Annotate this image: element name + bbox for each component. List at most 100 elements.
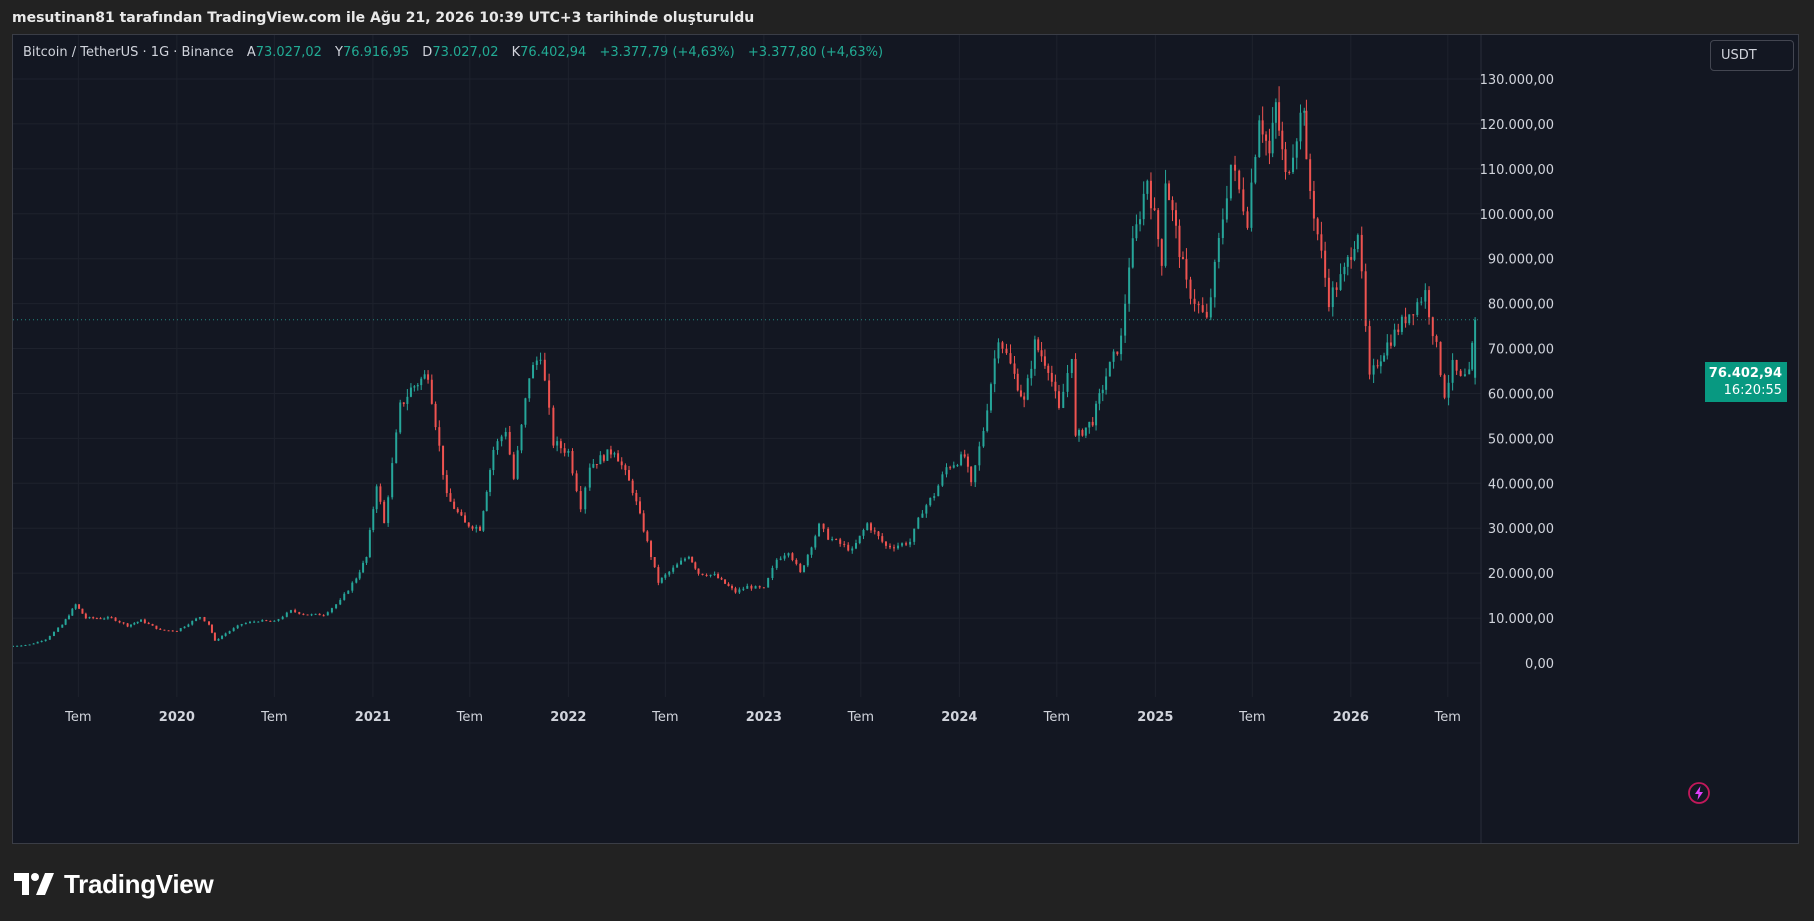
candle-body [467,522,470,527]
candle-body [843,543,846,545]
candle-body [1389,342,1392,346]
lightning-bolt-icon[interactable] [1687,781,1711,805]
candle-body [1386,342,1389,356]
candle-body [99,618,102,620]
candle-body [1343,266,1346,275]
candle-body [1030,368,1033,379]
low-label: D [422,45,433,60]
time-tick-label: 2021 [355,710,391,725]
candle-body [1131,238,1134,268]
price-tick-label: 100.000,00 [1480,208,1554,223]
candle-body [720,578,723,580]
candle-body [1439,341,1442,376]
candle-body [613,453,616,455]
candle-body [36,641,39,644]
candle-body [650,541,653,558]
candle-body [599,455,602,465]
candle-body [1312,190,1315,219]
candle-body [133,623,136,625]
candle-body [399,402,402,433]
price-tick-label: 30.000,00 [1488,522,1554,537]
candle-body [187,624,190,627]
candle-body [724,579,727,584]
candle-body [118,620,121,623]
candle-body [960,454,963,466]
candle-body [122,622,125,624]
candle-body [831,539,834,541]
candle-body [1043,356,1046,366]
low-value: 73.027,02 [432,45,499,60]
candle-body [687,556,690,559]
candle-body [1146,180,1149,194]
candle-body [475,526,478,529]
candle-body [617,453,620,462]
symbol-name[interactable]: Bitcoin / TetherUS · 1G · Binance [23,45,234,60]
candle-body [1316,218,1319,235]
candle-body [110,617,113,619]
candle-body [318,613,321,616]
price-tick-label: 10.000,00 [1488,612,1554,627]
candle-body [151,623,154,626]
candle-body [1005,348,1008,354]
candle-body [986,410,989,431]
candle-body [814,536,817,548]
candle-body [905,543,908,545]
candle-body [683,558,686,561]
candle-body [933,496,936,498]
candle-body [1225,198,1228,220]
candle-body [1013,363,1016,374]
candle-body [762,587,765,589]
candle-body [1066,373,1069,392]
candle-body [835,539,838,541]
candle-body [1346,257,1349,267]
candle-body [273,620,276,622]
candle-body [500,436,503,442]
price-tick-label: 70.000,00 [1488,343,1554,358]
candle-body [584,487,587,510]
candle-body [1246,211,1249,228]
candle-body [1238,170,1241,190]
chart-panel[interactable]: 0,00 10.000,00 20.000,00 30.000,00 40.000,00… [12,34,1799,844]
candle-body [1234,164,1237,171]
candle-body [1062,391,1065,408]
candle-body [383,501,386,524]
candle-body [974,465,977,483]
candle-body [620,461,623,466]
candle-body [1242,189,1245,212]
price-chart[interactable]: 0,00 10.000,00 20.000,00 30.000,00 40.000,00… [13,35,1799,844]
currency-button[interactable]: USDT [1710,40,1794,71]
last-price-value: 76.402,94 [1708,366,1782,381]
candle-body [1292,157,1295,173]
time-tick-label: Tem [1434,710,1461,725]
price-tick-label: 50.000,00 [1488,432,1554,447]
candle-body [326,612,329,616]
candle-body [795,559,798,564]
candle-body [982,430,985,447]
candle-body [358,572,361,579]
candle-body [1327,277,1330,308]
candle-body [827,528,830,540]
candle-body [114,617,117,621]
candle-body [52,631,55,636]
tradingview-logo[interactable]: TradingView [14,868,214,900]
candle-body [236,625,239,629]
candle-body [351,582,354,591]
candle-body [528,378,531,399]
candle-body [126,623,129,627]
candle-body [1091,421,1094,426]
candle-body [1229,164,1232,199]
candle-body [512,454,515,479]
brand-name: TradingView [64,868,214,899]
candle-body [1088,421,1091,428]
candle-body [672,567,675,572]
candle-body [941,474,944,486]
candle-body [1463,374,1466,376]
candle-body [1397,329,1400,332]
candle-body [713,574,716,576]
candle-body [78,604,81,609]
candle-body [1309,159,1312,191]
candle-body [355,578,358,583]
candle-body [731,586,734,589]
candle-body [639,501,642,514]
candle-body [1265,134,1268,141]
